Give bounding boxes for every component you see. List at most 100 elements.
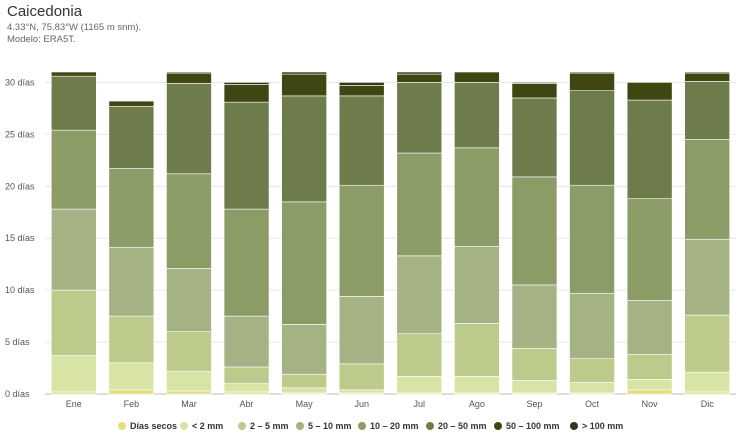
bar-segment — [223, 82, 270, 85]
bar-segment — [569, 184, 615, 294]
bar-segment — [281, 73, 327, 97]
bar-segment — [569, 292, 615, 359]
x-tick-label: May — [296, 399, 314, 409]
y-tick-label: 10 días — [5, 285, 35, 295]
legend-item[interactable]: < 2 mm — [180, 421, 223, 431]
bar-segment — [166, 71, 212, 74]
x-tick-label: Dic — [701, 399, 714, 409]
bar-segment — [108, 247, 155, 317]
bars — [50, 71, 731, 395]
bar-segment — [166, 72, 212, 84]
y-tick-label: 15 días — [5, 233, 35, 243]
chart-location: 4.33°N, 75.83°W (1165 m snm). — [7, 22, 142, 33]
bar-segment — [281, 387, 327, 394]
bar-segment — [223, 101, 270, 210]
legend-swatch — [358, 422, 366, 430]
legend-label: > 100 mm — [582, 421, 623, 431]
bar-segment — [223, 366, 270, 384]
chart-model: Modelo: ERA5T. — [7, 34, 76, 45]
bar-segment — [281, 95, 327, 203]
legend-swatch — [570, 422, 578, 430]
x-tick-label: Oct — [585, 399, 600, 409]
bar-segment — [684, 314, 731, 373]
bar-segment — [454, 147, 500, 247]
x-axis: Ene Feb Mar Abr May Jun Jul Ago Sep Oct Nov Dic — [66, 399, 714, 409]
legend-item[interactable]: 2 – 5 mm — [238, 421, 289, 431]
bar-segment — [223, 383, 270, 393]
bar-segment — [166, 370, 212, 392]
x-tick-label: Abr — [240, 399, 254, 409]
y-tick-label: 5 días — [5, 337, 30, 347]
bar-segment — [684, 139, 731, 240]
bar-segment — [166, 83, 212, 175]
bar-segment — [684, 81, 731, 140]
legend-item[interactable]: Días secos — [118, 421, 177, 431]
bar-segment — [454, 71, 500, 83]
bar-segment — [396, 376, 443, 394]
bar-segment — [223, 208, 270, 317]
legend-label: 5 – 10 mm — [308, 421, 352, 431]
x-tick-label: Jul — [414, 399, 426, 409]
legend-swatch — [180, 422, 188, 430]
bar-segment — [454, 376, 500, 394]
x-tick-label: Feb — [124, 399, 140, 409]
bar-segment — [338, 389, 385, 394]
x-tick-label: Mar — [181, 399, 197, 409]
bar-segment — [281, 71, 327, 75]
legend-label: 20 – 50 mm — [438, 421, 487, 431]
legend-item[interactable]: 5 – 10 mm — [296, 421, 352, 431]
bar-segment — [50, 208, 97, 291]
chart-title: Caicedonia — [7, 3, 83, 20]
legend-swatch — [238, 422, 246, 430]
legend-item[interactable]: 10 – 20 mm — [358, 421, 419, 431]
legend-label: < 2 mm — [192, 421, 223, 431]
bar-segment — [108, 389, 155, 395]
bar-segment — [569, 358, 615, 383]
bar-segment — [338, 82, 385, 86]
bar-segment — [50, 71, 97, 77]
bar-segment — [396, 255, 443, 335]
bar-segment — [338, 95, 385, 186]
bar-segment — [396, 82, 443, 154]
legend-item[interactable]: > 100 mm — [570, 421, 623, 431]
bar-segment — [684, 391, 731, 395]
bar-segment — [396, 333, 443, 377]
y-tick-label: 30 días — [5, 77, 35, 87]
legend-swatch — [296, 422, 304, 430]
y-axis: 0 días 5 días 10 días 15 días 20 días 25 días… — [5, 77, 35, 399]
bar-segment — [50, 355, 97, 393]
bar-segment — [511, 83, 558, 99]
legend-item[interactable]: 20 – 50 mm — [426, 421, 487, 431]
legend-item[interactable]: 50 – 100 mm — [494, 421, 560, 431]
bar-segment — [684, 238, 731, 316]
bar-segment — [454, 246, 500, 324]
bar-segment — [454, 82, 500, 149]
x-tick-label: Jun — [354, 399, 369, 409]
y-tick-label: 0 días — [5, 389, 30, 399]
bar-segment — [166, 268, 212, 332]
bar-segment — [166, 390, 212, 395]
bar-segment — [108, 168, 155, 248]
bar-segment — [223, 84, 270, 103]
bar-segment — [50, 289, 97, 356]
legend-swatch — [494, 422, 502, 430]
bar-segment — [108, 100, 155, 107]
bar-segment — [338, 363, 385, 391]
bar-segment — [281, 201, 327, 325]
grid-lines — [45, 81, 736, 395]
y-tick-label: 25 días — [5, 129, 35, 139]
bar-segment — [511, 284, 558, 349]
bar-segment — [223, 391, 270, 395]
bar-segment — [511, 97, 558, 178]
bar-segment — [569, 90, 615, 186]
bar-segment — [626, 389, 673, 395]
x-tick-label: Nov — [642, 399, 659, 409]
bar-segment — [626, 99, 673, 200]
bar-segment — [626, 82, 673, 101]
bar-segment — [511, 176, 558, 286]
bar-segment — [108, 362, 155, 391]
x-tick-label: Ago — [469, 399, 485, 409]
bar-segment — [396, 152, 443, 257]
bar-segment — [166, 331, 212, 372]
